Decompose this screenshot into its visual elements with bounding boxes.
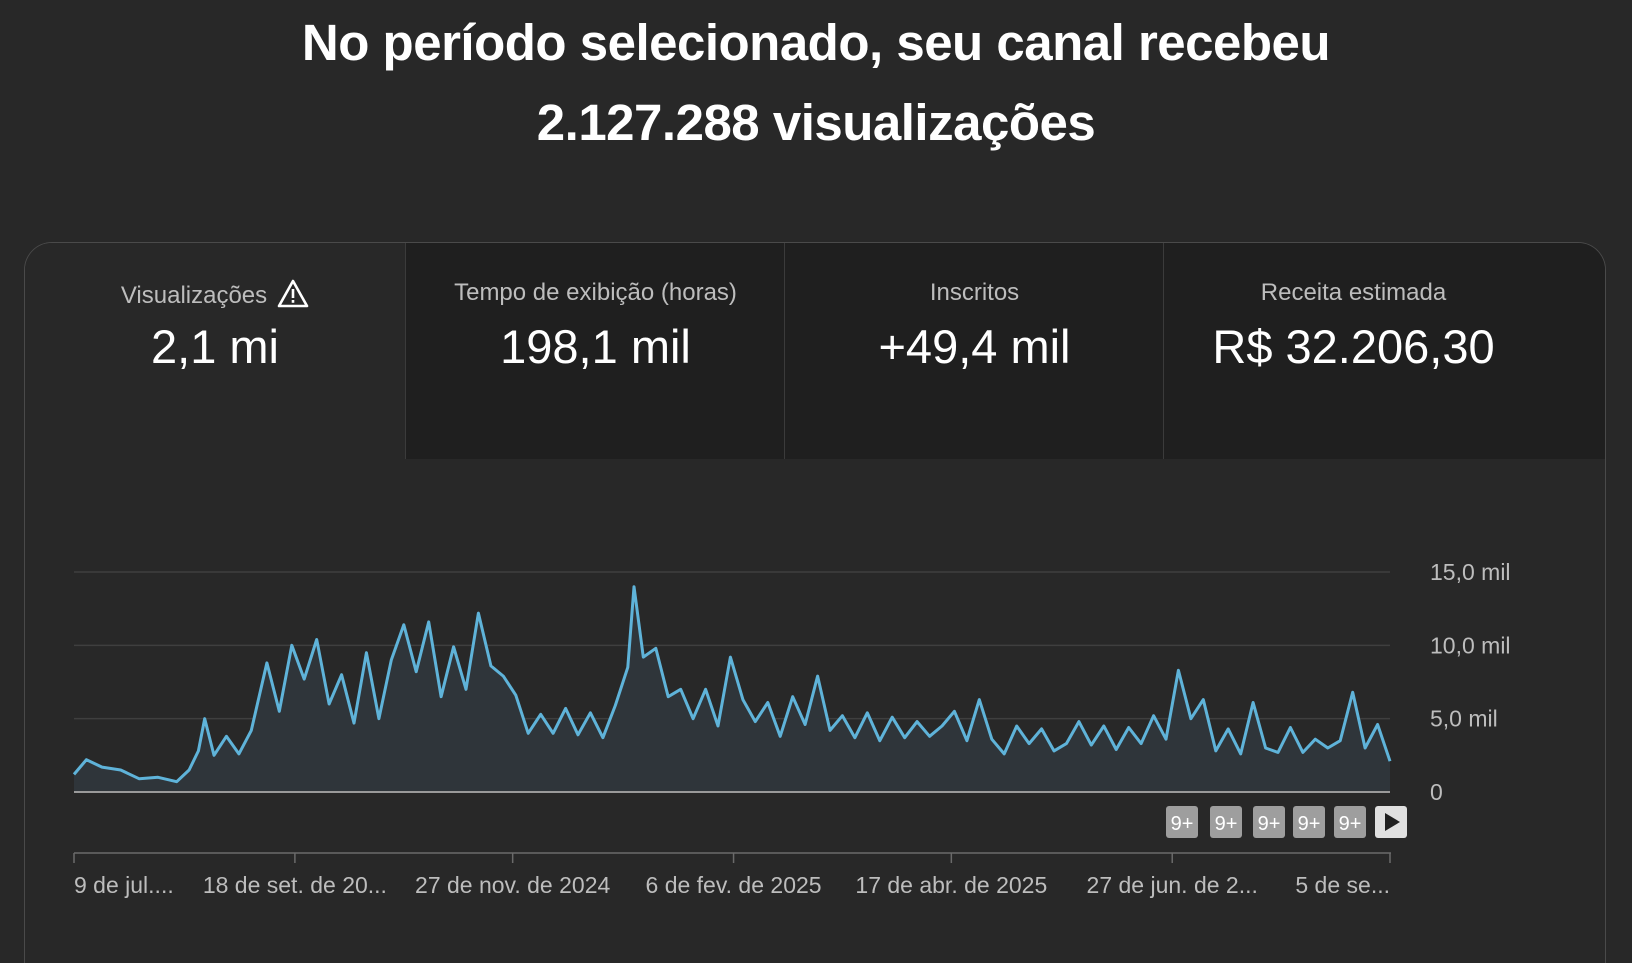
x-tick-label: 9 de jul.... (74, 872, 174, 898)
tab-subscribers[interactable]: Inscritos +49,4 mil (784, 243, 1164, 459)
tab-revenue-value: R$ 32.206,30 (1212, 320, 1495, 373)
annotation-marker-box (1166, 806, 1198, 838)
annotation-marker[interactable]: 9+ (1253, 806, 1285, 838)
annotation-marker-box (1293, 806, 1325, 838)
tab-subscribers-label: Inscritos (929, 279, 1020, 306)
series-line (72, 585, 1392, 784)
play-icon (1385, 813, 1400, 831)
tab-watch-time[interactable]: Tempo de exibição (horas) 198,1 mil (405, 243, 785, 459)
analytics-card: Visualizações 2,1 mi Tempo de exibição (… (24, 242, 1606, 963)
tab-revenue[interactable]: Receita estimada R$ 32.206,30 (1163, 243, 1605, 459)
metric-tabs: Visualizações 2,1 mi Tempo de exibição (… (25, 243, 1605, 459)
annotation-marker-box (1253, 806, 1285, 838)
views-chart: 15,0 mil 10,0 mil 5,0 mil 0 9+ 9+ 9+ 9+ 9+ 9 de j… (72, 559, 1511, 898)
y-tick-label: 0 (1430, 779, 1443, 805)
tab-watch-time-value: 198,1 mil (500, 320, 691, 373)
tab-subscribers-value: +49,4 mil (878, 320, 1071, 373)
y-tick-label: 5,0 mil (1430, 706, 1498, 732)
headline-line-1: No período selecionado, seu canal recebe… (301, 14, 1331, 71)
y-tick-label: 15,0 mil (1430, 559, 1511, 585)
annotation-marker-label: 9+ (1298, 813, 1321, 835)
x-tick-label: 17 de abr. de 2025 (855, 872, 1047, 898)
x-tick-label: 27 de nov. de 2024 (415, 872, 610, 898)
annotation-marker[interactable]: 9+ (1166, 806, 1198, 838)
warning-icon[interactable] (277, 279, 309, 316)
annotation-marker-label: 9+ (1258, 813, 1281, 835)
tab-revenue-label: Receita estimada (1260, 279, 1447, 306)
tab-views[interactable]: Visualizações 2,1 mi (25, 243, 405, 459)
annotation-marker-label: 9+ (1171, 813, 1194, 835)
x-tick-label: 27 de jun. de 2... (1087, 872, 1258, 898)
tab-watch-time-label: Tempo de exibição (horas) (454, 279, 737, 306)
tab-views-value: 2,1 mi (151, 320, 279, 373)
x-tick-label: 5 de se... (1295, 872, 1390, 898)
annotation-marker[interactable]: 9+ (1334, 806, 1366, 838)
series-area (74, 586, 1390, 792)
annotation-marker-label: 9+ (1215, 813, 1238, 835)
headline-line-2: 2.127.288 visualizações (536, 94, 1096, 151)
tab-views-label: Visualizações (120, 282, 268, 309)
next-markers-button[interactable] (1375, 806, 1407, 838)
x-tick-label: 6 de fev. de 2025 (646, 872, 822, 898)
annotation-marker-box (1334, 806, 1366, 838)
annotation-marker[interactable]: 9+ (1293, 806, 1325, 838)
annotation-marker[interactable]: 9+ (1210, 806, 1242, 838)
annotation-marker-label: 9+ (1339, 813, 1362, 835)
x-tick-label: 18 de set. de 20... (203, 872, 387, 898)
y-tick-label: 10,0 mil (1430, 632, 1511, 658)
annotation-marker-box (1210, 806, 1242, 838)
